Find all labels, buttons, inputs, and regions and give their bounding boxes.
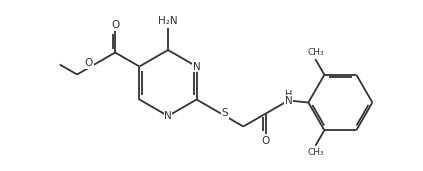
Text: O: O bbox=[111, 19, 119, 30]
Text: O: O bbox=[262, 135, 270, 146]
Text: H: H bbox=[285, 89, 292, 100]
Text: N: N bbox=[164, 111, 172, 121]
Text: N: N bbox=[193, 62, 201, 71]
Text: N: N bbox=[285, 95, 292, 106]
Text: S: S bbox=[222, 109, 228, 119]
Text: H₂N: H₂N bbox=[158, 16, 178, 26]
Text: CH₃: CH₃ bbox=[307, 148, 324, 157]
Text: O: O bbox=[85, 58, 93, 69]
Text: CH₃: CH₃ bbox=[307, 48, 324, 57]
